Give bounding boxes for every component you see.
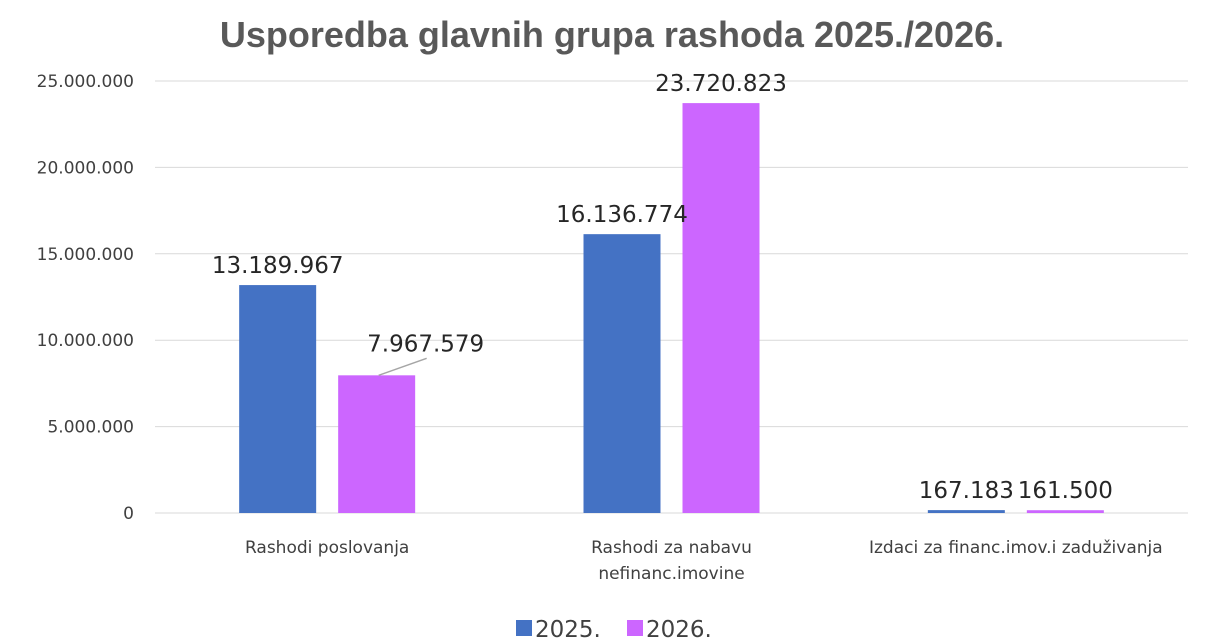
bar: [682, 103, 760, 513]
x-category-label: nefinanc.imovine: [598, 564, 744, 584]
data-label: 7.967.579: [367, 331, 484, 357]
chart-title: Usporedba glavnih grupa rashoda 2025./20…: [220, 14, 1004, 55]
x-category-label: Rashodi za nabavu: [591, 538, 752, 558]
bar: [583, 234, 661, 513]
y-axis-ticks: 0 5.000.000 10.000.000 15.000.000 20.000.000…: [37, 72, 134, 524]
bar: [239, 285, 317, 513]
bar: [1026, 510, 1104, 513]
y-tick-label: 25.000.000: [37, 72, 134, 92]
y-tick-label: 0: [123, 504, 134, 524]
legend-swatch: [516, 620, 532, 636]
bars: [239, 103, 1104, 513]
y-tick-label: 15.000.000: [37, 245, 134, 265]
bar: [927, 510, 1005, 513]
data-label: 16.136.774: [556, 202, 688, 228]
data-label: 167.183: [919, 478, 1014, 504]
legend: 2025. 2026.: [516, 617, 712, 642]
data-labels: 13.189.967 7.967.579 16.136.774 23.720.823 1…: [212, 71, 1113, 504]
y-tick-label: 5.000.000: [47, 418, 134, 438]
x-category-label: Rashodi poslovanja: [245, 538, 409, 558]
x-category-label: Izdaci za financ.imov.i zaduživanja: [869, 538, 1163, 558]
y-tick-label: 20.000.000: [37, 158, 134, 178]
legend-swatch: [627, 620, 643, 636]
data-label: 161.500: [1018, 478, 1113, 504]
data-label: 23.720.823: [655, 71, 787, 97]
legend-label: 2025.: [535, 617, 601, 642]
y-tick-label: 10.000.000: [37, 331, 134, 351]
x-axis-categories: Rashodi poslovanja Rashodi za nabavu nefin…: [245, 538, 1163, 584]
data-label: 13.189.967: [212, 253, 344, 279]
legend-label: 2026.: [646, 617, 712, 642]
bar: [338, 375, 416, 513]
label-leader-line: [378, 357, 427, 377]
gridlines: [155, 80, 1188, 514]
